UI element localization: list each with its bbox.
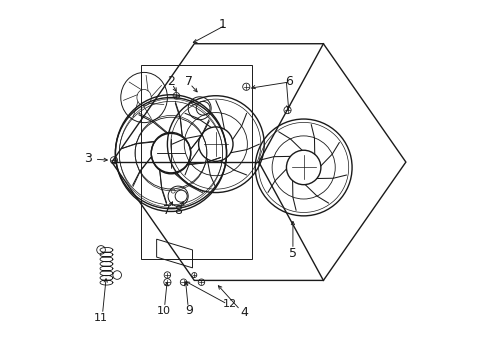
Text: 3: 3: [84, 152, 92, 165]
Text: 2: 2: [167, 75, 175, 88]
Text: 8: 8: [174, 204, 182, 217]
Text: 7: 7: [163, 204, 171, 217]
Text: 5: 5: [288, 247, 296, 260]
Text: 1: 1: [219, 18, 226, 31]
Text: 6: 6: [285, 75, 293, 88]
Text: 10: 10: [157, 306, 170, 316]
Text: 7: 7: [184, 75, 193, 88]
Text: 4: 4: [240, 306, 248, 319]
Text: 9: 9: [184, 305, 192, 318]
Text: 11: 11: [94, 313, 108, 323]
Text: 12: 12: [223, 299, 237, 309]
